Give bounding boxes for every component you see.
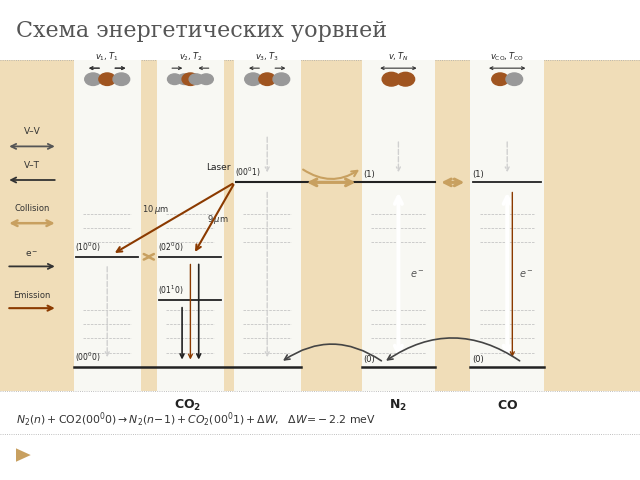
Bar [0, 60, 640, 391]
Bar [0, 0, 640, 60]
Bar [470, 60, 544, 391]
Circle shape [168, 74, 182, 84]
Text: Laser: Laser [206, 163, 230, 171]
Circle shape [182, 73, 198, 85]
Text: Emission: Emission [13, 291, 51, 300]
Text: $(02^00)$: $(02^00)$ [158, 240, 184, 254]
Text: $10\,\mu{\rm m}$: $10\,\mu{\rm m}$ [142, 204, 168, 216]
Circle shape [177, 74, 191, 84]
Polygon shape [16, 448, 31, 462]
Text: $v, T_N$: $v, T_N$ [388, 50, 409, 63]
Text: (0): (0) [364, 355, 375, 364]
Text: $(00^01)$: $(00^01)$ [235, 165, 260, 179]
Bar [0, 391, 640, 480]
Text: $(10^00)$: $(10^00)$ [75, 240, 100, 254]
Text: Схема энергетических уорвней: Схема энергетических уорвней [16, 20, 387, 42]
Text: $(01^10)$: $(01^10)$ [158, 284, 184, 297]
Circle shape [382, 72, 401, 86]
Text: $v_3, T_3$: $v_3, T_3$ [255, 50, 279, 63]
Circle shape [99, 73, 116, 85]
Bar [157, 60, 224, 391]
Circle shape [506, 73, 523, 85]
Text: $\mathbf{CO_2}$: $\mathbf{CO_2}$ [173, 398, 201, 413]
Text: (1): (1) [472, 169, 484, 179]
Circle shape [396, 72, 415, 86]
Text: e$^-$: e$^-$ [25, 250, 39, 259]
Text: Collision: Collision [14, 204, 50, 213]
Text: $\mathbf{CO}$: $\mathbf{CO}$ [497, 399, 518, 412]
Text: $(00^00)$: $(00^00)$ [75, 351, 100, 364]
Text: $N_2(n)+\mathrm{CO2}(00^00) \rightarrow N_2(n\!-\!1)+CO_2(00^01)+\Delta W,\ \ \D: $N_2(n)+\mathrm{CO2}(00^00) \rightarrow … [16, 411, 376, 429]
Circle shape [113, 73, 130, 85]
Text: V–T: V–T [24, 161, 40, 170]
Bar [234, 60, 301, 391]
Circle shape [259, 73, 275, 85]
Text: $9\,\mu{\rm m}$: $9\,\mu{\rm m}$ [207, 213, 228, 226]
Circle shape [84, 73, 101, 85]
Bar [74, 60, 141, 391]
Text: e$^-$: e$^-$ [410, 269, 424, 280]
Text: V–V: V–V [24, 128, 40, 136]
Circle shape [199, 74, 213, 84]
Circle shape [189, 74, 204, 84]
Circle shape [244, 73, 261, 85]
Bar [362, 60, 435, 391]
Text: $v_1, T_1$: $v_1, T_1$ [95, 50, 119, 63]
Text: $\mathbf{N_2}$: $\mathbf{N_2}$ [389, 398, 408, 413]
Text: (0): (0) [472, 355, 484, 364]
Circle shape [273, 73, 290, 85]
Text: (1): (1) [364, 169, 375, 179]
Circle shape [492, 73, 508, 85]
Text: $v_2, T_2$: $v_2, T_2$ [179, 50, 202, 63]
Text: e$^-$: e$^-$ [519, 269, 533, 280]
Text: $v_{\rm CO}, T_{\rm CO}$: $v_{\rm CO}, T_{\rm CO}$ [490, 50, 524, 63]
